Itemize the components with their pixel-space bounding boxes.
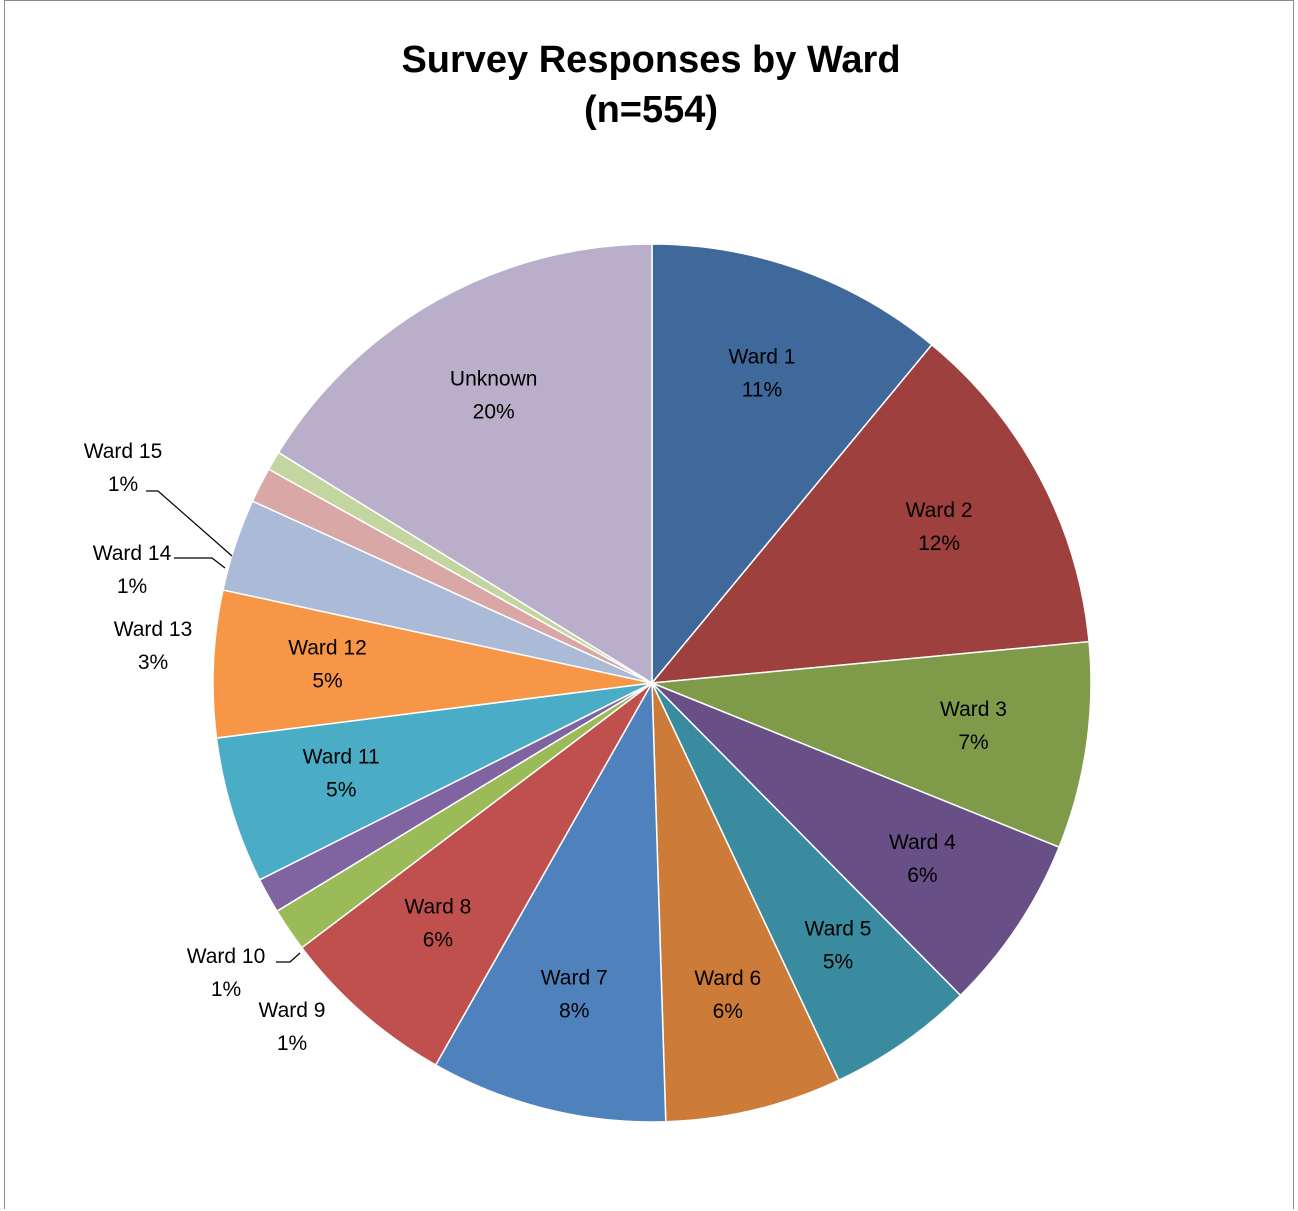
leader-line-ward-15 — [146, 490, 233, 557]
data-label-percent-ward-4: 6% — [907, 864, 937, 887]
data-label-percent-ward-9: 1% — [277, 1032, 307, 1055]
chart-frame — [4, 0, 1294, 1209]
leader-lines — [146, 490, 301, 963]
data-labels: Ward 111%Ward 212%Ward 37%Ward 46%Ward 5… — [84, 345, 1007, 1055]
data-label-percent-ward-8: 6% — [423, 928, 453, 951]
data-label-name-unknown: Unknown — [450, 367, 538, 390]
data-label-percent-ward-10: 1% — [211, 978, 241, 1001]
data-label-name-ward-5: Ward 5 — [805, 917, 872, 940]
data-label-percent-ward-1: 11% — [742, 378, 782, 401]
pie-slice-ward-11 — [215, 682, 653, 881]
pie-slice-unknown — [277, 243, 653, 685]
data-label-percent-ward-7: 8% — [559, 999, 589, 1022]
data-label-percent-unknown: 20% — [473, 400, 515, 423]
pie-slice-ward-5 — [651, 682, 962, 1082]
data-label-name-ward-2: Ward 2 — [906, 499, 973, 522]
pie-slice-ward-7 — [434, 680, 667, 1123]
data-label-name-ward-3: Ward 3 — [940, 698, 1007, 721]
data-label-percent-ward-2: 12% — [918, 532, 960, 555]
data-label-percent-ward-14: 1% — [117, 575, 147, 598]
pie-slice-ward-2 — [650, 343, 1090, 684]
data-label-name-ward-7: Ward 7 — [541, 966, 608, 989]
leader-line-ward-10 — [276, 952, 301, 963]
data-label-percent-ward-13: 3% — [138, 651, 168, 674]
data-label-name-ward-4: Ward 4 — [889, 831, 956, 854]
pie-slice-ward-8 — [300, 682, 653, 1067]
data-label-name-ward-13: Ward 13 — [114, 618, 193, 641]
data-label-percent-ward-15: 1% — [108, 473, 138, 496]
data-label-percent-ward-12: 5% — [312, 670, 342, 693]
data-label-name-ward-6: Ward 6 — [694, 967, 761, 990]
pie-slice-ward-1 — [651, 243, 933, 686]
pie-slice-ward-12 — [212, 589, 653, 739]
data-label-name-ward-11: Ward 11 — [303, 746, 380, 769]
pie-slice-ward-4 — [651, 682, 1061, 997]
data-label-name-ward-12: Ward 12 — [288, 637, 367, 660]
data-label-name-ward-10: Ward 10 — [187, 945, 266, 968]
pie-slice-ward-6 — [651, 682, 840, 1123]
data-label-name-ward-14: Ward 14 — [93, 542, 172, 565]
data-label-percent-ward-3: 7% — [958, 731, 988, 754]
chart-title: Survey Responses by Ward — [401, 39, 900, 81]
pie-slice-ward-3 — [651, 640, 1092, 849]
data-label-name-ward-9: Ward 9 — [259, 999, 326, 1022]
chart-subtitle: (n=554) — [584, 89, 718, 131]
data-label-name-ward-15: Ward 15 — [84, 440, 163, 463]
leader-line-ward-14 — [174, 557, 226, 569]
data-label-percent-ward-6: 6% — [713, 1000, 743, 1023]
data-label-percent-ward-5: 5% — [823, 950, 853, 973]
data-label-name-ward-1: Ward 1 — [729, 345, 796, 368]
data-label-name-ward-8: Ward 8 — [404, 895, 471, 918]
data-label-percent-ward-11: 5% — [326, 779, 356, 802]
pie-slices — [212, 243, 1092, 1123]
